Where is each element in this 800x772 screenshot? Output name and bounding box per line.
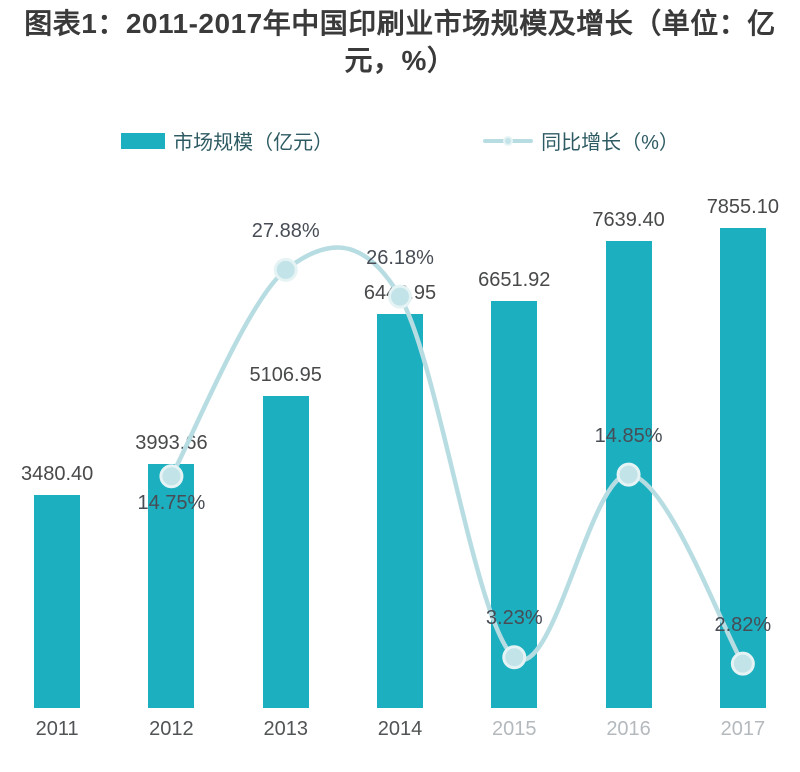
- legend: 市场规模（亿元） 同比增长（%）: [0, 126, 800, 155]
- year-label-2016: 2016: [606, 718, 651, 740]
- growth-point-2013: [273, 257, 298, 282]
- bar-2011: [34, 495, 81, 708]
- bar-value-label-2013: 5106.95: [249, 363, 322, 386]
- growth-value-label-2016: 14.85%: [594, 424, 663, 447]
- bar-value-label-2012: 3993.66: [135, 431, 208, 454]
- year-label-2011: 2011: [35, 718, 79, 740]
- bar-value-label-2016: 7639.40: [592, 209, 665, 232]
- bar-value-label-2011: 3480.40: [21, 463, 94, 486]
- growth-value-label-2017: 2.82%: [714, 613, 772, 636]
- year-label-2015: 2015: [492, 718, 537, 740]
- growth-value-label-2013: 27.88%: [251, 219, 320, 242]
- bar-2015: [491, 301, 538, 708]
- growth-line: [169, 245, 746, 666]
- bar-value-label-2017: 7855.10: [706, 195, 779, 218]
- line-marker-swatch-icon: [483, 133, 534, 149]
- legend-label-market-size: 市场规模（亿元）: [173, 132, 334, 154]
- year-label-2017: 2017: [720, 718, 766, 740]
- legend-item-growth: 同比增长（%）: [483, 126, 679, 155]
- growth-value-label-2012: 14.75%: [137, 492, 206, 515]
- growth-value-label-2014: 26.18%: [366, 246, 434, 269]
- year-label-2014: 2014: [377, 718, 423, 740]
- bar-2016: [605, 241, 652, 708]
- year-label-2012: 2012: [149, 718, 194, 740]
- legend-label-growth: 同比增长（%）: [541, 132, 679, 154]
- bar-2013: [262, 395, 309, 708]
- bar-2014: [377, 314, 423, 708]
- bar-swatch-icon: [121, 132, 166, 149]
- year-label-2013: 2013: [263, 718, 308, 740]
- chart-title: 图表1：2011-2017年中国印刷业市场规模及增长（单位：亿元，%）: [24, 8, 776, 76]
- bar-value-label-2015: 6651.92: [478, 269, 551, 292]
- legend-item-market-size: 市场规模（亿元）: [121, 126, 333, 155]
- growth-value-label-2015: 3.23%: [485, 607, 543, 630]
